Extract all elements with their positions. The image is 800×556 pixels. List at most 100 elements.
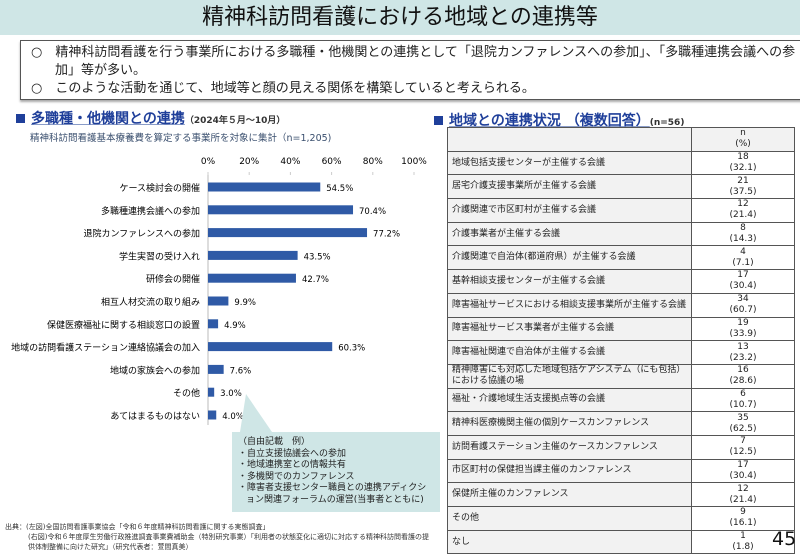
table-row: 福祉・介護地域生活支援拠点等の会議 6 (10.7): [447, 387, 795, 413]
row-label: その他: [447, 506, 692, 531]
row-label: 精神障害にも対応した地域包括ケアシステム（にも包括）における協議の場: [447, 363, 692, 389]
table-row: 障害福祉サービスにおける相談支援事業所が主催する会議 34 (60.7): [447, 292, 795, 318]
row-value: 8 (14.3): [691, 221, 795, 247]
row-percent: (62.5): [729, 423, 757, 434]
row-percent: (16.1): [729, 518, 757, 529]
table-row: 精神科医療機関主催の個別ケースカンファレンス 35 (62.5): [447, 411, 795, 436]
collaboration-table: n (%) 地域包括支援センターが主催する会議 18 (32.1) 居宅介護支援事業所が…: [447, 127, 795, 555]
category-label: あてはまるものはない: [110, 411, 200, 422]
row-value: 17 (30.4): [691, 269, 795, 294]
category-label: 研修会の開催: [146, 273, 200, 285]
table-header: n (%): [447, 127, 795, 152]
source-line: (右図)令和６年度厚生労働行政推進調査事業費補助金（特別研究事業）「利用者の状態…: [28, 533, 429, 551]
row-count: 17: [737, 270, 749, 281]
table-row: 保健所主催のカンファレンス 12 (21.4): [447, 482, 795, 507]
left-section-heading: 多職種・他機関との連携（2024年５月～10月）: [16, 108, 285, 128]
free-text-callout: （自由記載 例） ・自立支援協議会への参加 ・地域連携室との情報共有 ・多機関で…: [232, 432, 440, 512]
callout-line: ・地域連携室との情報共有: [238, 460, 346, 470]
row-count: 6: [740, 388, 746, 399]
callout-line: ・障害者支援センター職員との連携アディクション関連フォーラムの運営(当事者ととも…: [238, 483, 427, 505]
summary-point: ○ 精神科訪問看護を行う事業所における多職種・他機関との連携として「退院カンファ…: [31, 45, 796, 78]
row-value: 4 (7.1): [691, 245, 795, 271]
row-count: 13: [737, 341, 749, 352]
table-row: 居宅介護支援事業所が主催する会議 21 (37.5): [447, 174, 795, 200]
row-count: 12: [737, 483, 749, 494]
row-count: 34: [737, 294, 749, 305]
row-count: 21: [737, 175, 749, 186]
summary-point: ○ このような活動を通じて、地域等と顔の見える関係を構築していると考えられる。: [31, 81, 535, 96]
row-value: 17 (30.4): [691, 458, 795, 484]
source-line: 出典：(左図)全国訪問看護事業協会「令和６年度精神科訪問看護に関する実態調査」: [5, 523, 270, 531]
value-label: 9.9%: [234, 298, 256, 308]
bar: [208, 319, 219, 329]
page-number: 45: [772, 528, 797, 550]
x-tick-label: 0%: [201, 157, 216, 167]
row-count: 4: [740, 246, 746, 257]
value-label: 3.0%: [220, 389, 242, 399]
value-label: 70.4%: [359, 207, 386, 217]
row-value: 34 (60.7): [691, 292, 795, 318]
row-label: 訪問看護ステーション主催のケースカンファレンス: [447, 434, 692, 460]
callout-line: （自由記載 例）: [238, 437, 311, 447]
row-value: 1 (1.8): [691, 529, 795, 555]
value-label: 7.6%: [230, 366, 252, 376]
row-count: 19: [737, 317, 749, 328]
row-value: 18 (32.1): [691, 150, 795, 176]
row-count: 8: [740, 223, 746, 234]
category-label: 地域の家族会への参加: [110, 364, 200, 376]
bar: [208, 273, 296, 283]
row-percent: (14.3): [729, 234, 757, 245]
row-count: 1: [740, 531, 746, 542]
row-count: 16: [737, 365, 749, 376]
value-label: 77.2%: [373, 230, 400, 240]
value-label: 43.5%: [304, 252, 331, 262]
row-label: 基幹相談支援センターが主催する会議: [447, 269, 692, 294]
value-label: 42.7%: [302, 275, 329, 285]
row-percent: (30.4): [729, 281, 757, 292]
table-row: 地域包括支援センターが主催する会議 18 (32.1): [447, 150, 795, 176]
category-label: その他: [173, 387, 200, 399]
header-pct: (%): [735, 139, 751, 150]
row-value: 12 (21.4): [691, 482, 795, 507]
category-label: ケース検討会の開催: [119, 182, 200, 194]
table-row: 障害福祉関連で自治体が主催する会議 13 (23.2): [447, 340, 795, 365]
callout-line: ・多機関でのカンファレンス: [238, 471, 355, 482]
bar: [208, 342, 333, 352]
row-value: 35 (62.5): [691, 411, 795, 436]
row-percent: (23.2): [729, 352, 757, 363]
table-row: なし 1 (1.8): [447, 529, 795, 555]
row-percent: (33.9): [729, 328, 757, 339]
callout-pointer: [240, 394, 272, 432]
category-label: 退院カンファレンスへの参加: [83, 228, 200, 240]
table-row: 訪問看護ステーション主催のケースカンファレンス 7 (12.5): [447, 434, 795, 460]
row-percent: (30.4): [729, 470, 757, 481]
bar: [208, 364, 224, 374]
bar: [208, 250, 298, 260]
row-value: 12 (21.4): [691, 198, 795, 223]
row-percent: (21.4): [729, 494, 757, 505]
row-label: 市区町村の保健担当課主催のカンファレンス: [447, 458, 692, 484]
x-tick-label: 60%: [322, 157, 342, 167]
row-value: 6 (10.7): [691, 387, 795, 413]
row-value: 19 (33.9): [691, 316, 795, 342]
row-value: 21 (37.5): [691, 174, 795, 200]
row-label: 障害福祉サービスにおける相談支援事業所が主催する会議: [447, 292, 692, 318]
category-label: 保健医療福祉に関する相談窓口の設置: [47, 319, 200, 331]
row-label: 介護関連で市区町村が主催する会議: [447, 198, 692, 223]
chart-subtitle: 精神科訪問看護基本療養費を算定する事業所を対象に集計（n=1,205): [30, 133, 332, 144]
row-label: 保健所主催のカンファレンス: [447, 482, 692, 507]
table-row: 障害福祉サービス事業者が主催する会議 19 (33.9): [447, 316, 795, 342]
row-value: 9 (16.1): [691, 506, 795, 531]
x-tick-label: 100%: [401, 157, 427, 167]
row-label: 介護事業者が主催する会議: [447, 221, 692, 247]
row-count: 12: [737, 199, 749, 210]
table-row: 基幹相談支援センターが主催する会議 17 (30.4): [447, 269, 795, 294]
row-value: 7 (12.5): [691, 434, 795, 460]
square-bullet-icon: [16, 114, 25, 123]
row-count: 17: [737, 459, 749, 470]
row-percent: (21.4): [729, 210, 757, 221]
row-percent: (10.7): [729, 399, 757, 410]
x-tick-label: 80%: [363, 157, 383, 167]
row-percent: (32.1): [729, 163, 757, 174]
bar: [208, 387, 215, 397]
